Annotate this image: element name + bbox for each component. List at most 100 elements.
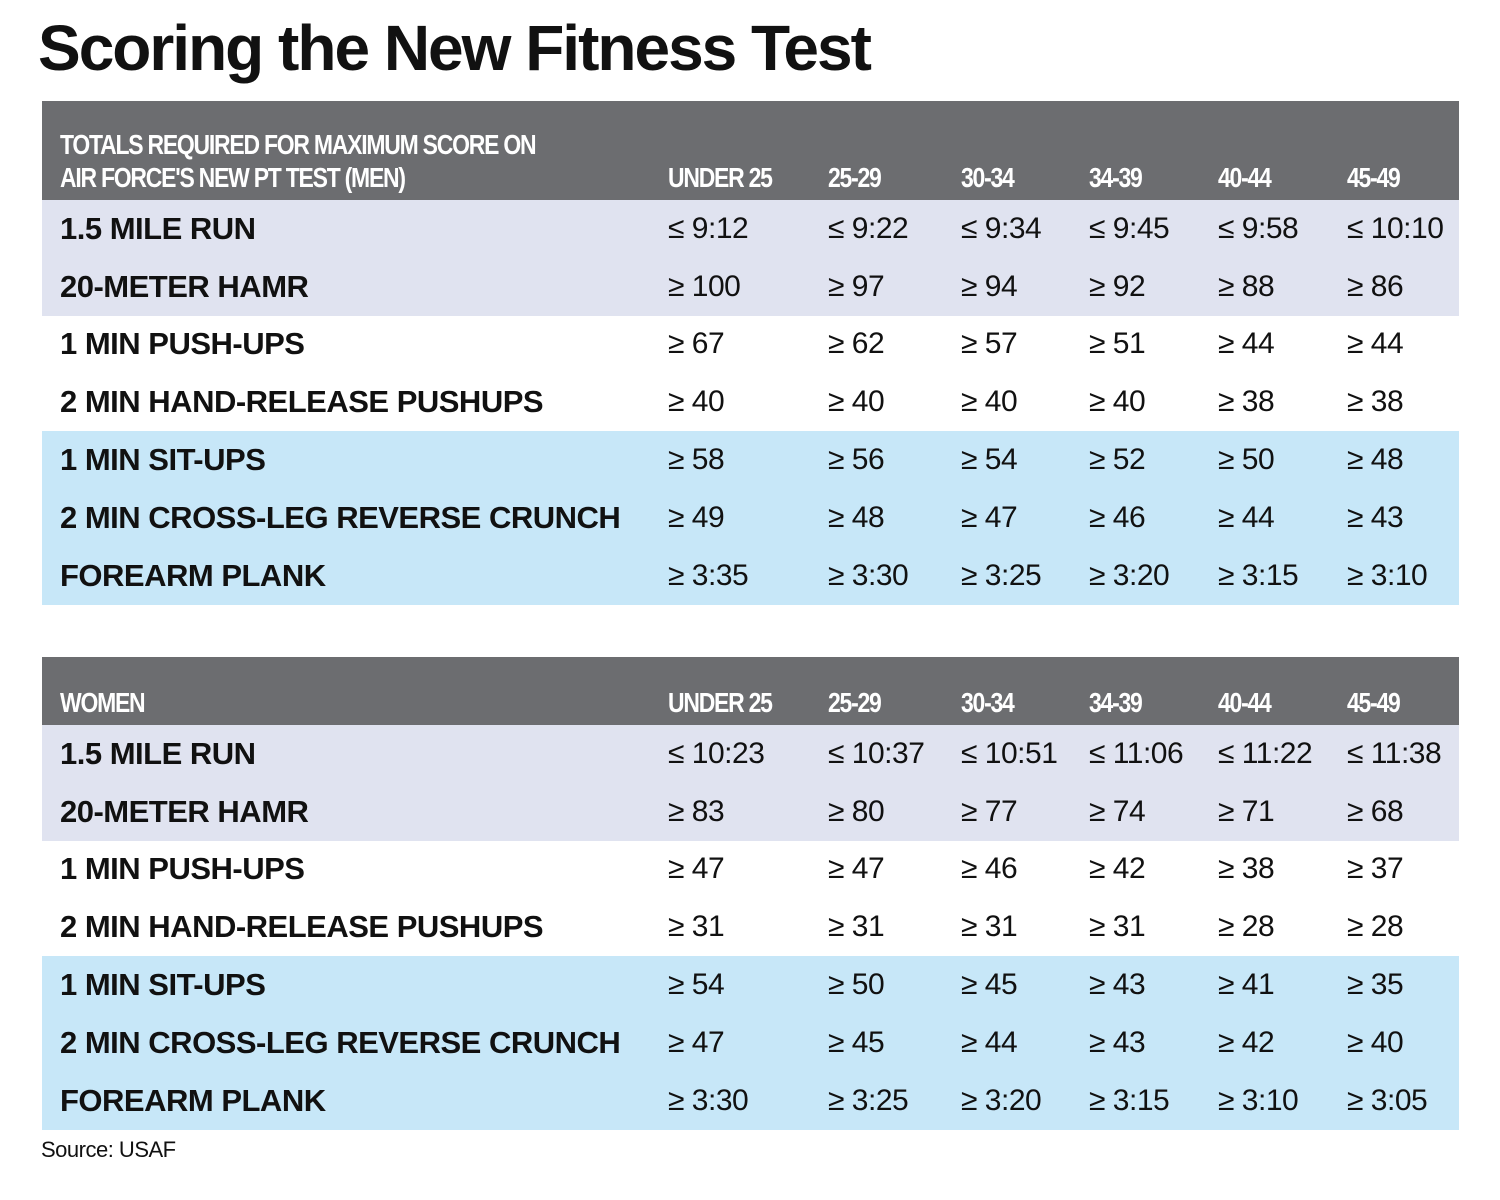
score-value: ≥ 31 (1087, 898, 1216, 957)
score-value: ≥ 42 (1216, 1013, 1345, 1072)
table-row: 2 MIN HAND-RELEASE PUSHUPS ≥ 40 ≥ 40 ≥ 40 ≥ … (42, 373, 1459, 432)
score-value: ≥ 47 (826, 840, 959, 899)
table-row: 1 MIN SIT-UPS ≥ 58 ≥ 56 ≥ 54 ≥ 52 ≥ 50 ≥ 48 (42, 431, 1459, 489)
score-value: ≥ 50 (1216, 431, 1345, 489)
score-value: ≥ 74 (1087, 782, 1216, 841)
table-row: 1 MIN PUSH-UPS ≥ 47 ≥ 47 ≥ 46 ≥ 42 ≥ 38 ≥ 37 (42, 840, 1459, 899)
score-value: ≤ 9:22 (826, 200, 959, 258)
table-row: 2 MIN HAND-RELEASE PUSHUPS ≥ 31 ≥ 31 ≥ 31 ≥ … (42, 898, 1459, 957)
score-value: ≥ 3:20 (959, 1071, 1087, 1130)
score-value: ≥ 44 (959, 1013, 1087, 1072)
age-group-label: 30-34 (961, 687, 1015, 718)
score-value: ≤ 11:38 (1345, 725, 1459, 783)
age-group-label: 34-39 (1089, 687, 1143, 718)
score-value: ≥ 80 (826, 782, 959, 841)
score-value: ≥ 94 (959, 257, 1087, 316)
table-row: FOREARM PLANK ≥ 3:30 ≥ 3:25 ≥ 3:20 ≥ 3:15 ≥ 3… (42, 1071, 1459, 1130)
score-value: ≥ 42 (1087, 840, 1216, 899)
score-value: ≥ 3:25 (826, 1071, 959, 1130)
age-group-header: 25-29 (826, 101, 959, 200)
score-value: ≥ 54 (959, 431, 1087, 489)
age-group-header: 34-39 (1087, 657, 1216, 725)
age-group-header: 34-39 (1087, 101, 1216, 200)
score-value: ≥ 40 (1087, 373, 1216, 432)
score-value: ≥ 35 (1345, 956, 1459, 1014)
age-group-header: 45-49 (1345, 101, 1459, 200)
score-value: ≥ 47 (666, 840, 826, 899)
score-value: ≥ 41 (1216, 956, 1345, 1014)
table-title-line: WOMEN (60, 687, 146, 718)
score-value: ≥ 44 (1216, 315, 1345, 374)
table-row: 20-METER HAMR ≥ 83 ≥ 80 ≥ 77 ≥ 74 ≥ 71 ≥ 68 (42, 782, 1459, 841)
score-value: ≥ 3:15 (1216, 546, 1345, 605)
score-value: ≥ 46 (1087, 488, 1216, 547)
score-value: ≥ 97 (826, 257, 959, 316)
score-value: ≥ 28 (1216, 898, 1345, 957)
table-title: TOTALS REQUIRED FOR MAXIMUM SCORE ON AIR … (42, 101, 666, 200)
exercise-label: 2 MIN CROSS-LEG REVERSE CRUNCH (42, 488, 666, 547)
age-group-header: 30-34 (959, 101, 1087, 200)
score-value: ≥ 49 (666, 488, 826, 547)
score-value: ≥ 38 (1345, 373, 1459, 432)
age-group-header: 30-34 (959, 657, 1087, 725)
score-value: ≤ 9:45 (1087, 200, 1216, 258)
exercise-label: 1 MIN SIT-UPS (42, 431, 666, 489)
age-group-header: UNDER 25 (666, 101, 826, 200)
exercise-label: 1 MIN SIT-UPS (42, 956, 666, 1014)
score-value: ≥ 52 (1087, 431, 1216, 489)
score-value: ≥ 68 (1345, 782, 1459, 841)
age-group-header: 25-29 (826, 657, 959, 725)
score-value: ≥ 43 (1087, 956, 1216, 1014)
chart-title: Scoring the New Fitness Test (38, 12, 872, 84)
score-value: ≤ 9:12 (666, 200, 826, 258)
score-value: ≥ 3:15 (1087, 1071, 1216, 1130)
exercise-label: 20-METER HAMR (42, 782, 666, 841)
age-group-label: 45-49 (1347, 687, 1401, 718)
age-group-label: 45-49 (1347, 162, 1401, 193)
exercise-label: 1.5 MILE RUN (42, 725, 666, 783)
exercise-label: FOREARM PLANK (42, 546, 666, 605)
table-title: WOMEN (42, 657, 666, 725)
score-value: ≥ 62 (826, 315, 959, 374)
score-value: ≥ 38 (1216, 840, 1345, 899)
score-value: ≥ 44 (1216, 488, 1345, 547)
age-group-label: UNDER 25 (668, 687, 773, 718)
score-value: ≥ 48 (1345, 431, 1459, 489)
table-title-line: TOTALS REQUIRED FOR MAXIMUM SCORE ON (60, 129, 537, 160)
score-value: ≥ 37 (1345, 840, 1459, 899)
age-group-header: UNDER 25 (666, 657, 826, 725)
age-group-label: 40-44 (1218, 162, 1272, 193)
score-value: ≤ 10:10 (1345, 200, 1459, 258)
score-value: ≥ 40 (826, 373, 959, 432)
score-value: ≥ 3:10 (1345, 546, 1459, 605)
score-value: ≥ 40 (959, 373, 1087, 432)
score-value: ≥ 92 (1087, 257, 1216, 316)
age-group-header: 40-44 (1216, 657, 1345, 725)
score-value: ≤ 9:34 (959, 200, 1087, 258)
score-value: ≤ 11:06 (1087, 725, 1216, 783)
exercise-label: 1.5 MILE RUN (42, 200, 666, 258)
exercise-label: 2 MIN HAND-RELEASE PUSHUPS (42, 373, 666, 432)
score-value: ≥ 45 (826, 1013, 959, 1072)
score-value: ≥ 3:05 (1345, 1071, 1459, 1130)
score-value: ≥ 43 (1345, 488, 1459, 547)
table-title-line: AIR FORCE'S NEW PT TEST (MEN) (60, 162, 406, 193)
score-value: ≤ 10:23 (666, 725, 826, 783)
score-value: ≥ 3:30 (826, 546, 959, 605)
score-value: ≥ 56 (826, 431, 959, 489)
score-value: ≥ 40 (666, 373, 826, 432)
age-group-header: 40-44 (1216, 101, 1345, 200)
score-value: ≥ 100 (666, 257, 826, 316)
table-row: 20-METER HAMR ≥ 100 ≥ 97 ≥ 94 ≥ 92 ≥ 88 ≥ 86 (42, 257, 1459, 316)
exercise-label: 1 MIN PUSH-UPS (42, 315, 666, 374)
exercise-label: 2 MIN CROSS-LEG REVERSE CRUNCH (42, 1013, 666, 1072)
score-value: ≥ 3:10 (1216, 1071, 1345, 1130)
score-value: ≥ 3:35 (666, 546, 826, 605)
score-value: ≥ 31 (666, 898, 826, 957)
score-value: ≥ 3:30 (666, 1071, 826, 1130)
score-value: ≥ 77 (959, 782, 1087, 841)
exercise-label: FOREARM PLANK (42, 1071, 666, 1130)
score-value: ≤ 11:22 (1216, 725, 1345, 783)
score-value: ≥ 3:25 (959, 546, 1087, 605)
women-scoring-table: WOMEN UNDER 25 25-29 30-34 34-39 40-44 45-49 1… (42, 657, 1459, 1130)
